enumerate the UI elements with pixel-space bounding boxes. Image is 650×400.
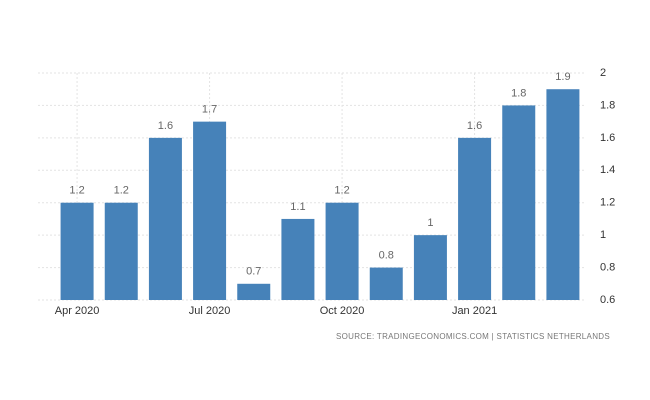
data-label: 1.2 xyxy=(334,185,349,197)
y-tick-label: 1.4 xyxy=(600,164,615,176)
y-tick-label: 1.2 xyxy=(600,197,615,209)
bar xyxy=(148,137,182,300)
y-tick-label: 0.6 xyxy=(600,294,615,306)
data-label: 1.7 xyxy=(202,104,217,116)
bar xyxy=(325,202,359,300)
y-tick-label: 2 xyxy=(600,67,606,79)
data-label: 1.6 xyxy=(467,120,482,132)
x-tick-label: Jan 2021 xyxy=(452,305,497,317)
data-label: 1.6 xyxy=(158,120,173,132)
y-tick-label: 1.8 xyxy=(600,99,615,111)
data-label: 1.2 xyxy=(69,185,84,197)
x-tick-label: Oct 2020 xyxy=(320,305,365,317)
bar xyxy=(369,267,403,300)
bar xyxy=(502,105,536,300)
data-label: 0.8 xyxy=(379,249,394,261)
bar xyxy=(60,202,94,300)
y-tick-label: 1.6 xyxy=(600,132,615,144)
data-label: 1.1 xyxy=(290,201,305,213)
bar xyxy=(281,218,315,300)
bar xyxy=(413,235,447,300)
bar xyxy=(193,121,227,301)
data-label: 0.7 xyxy=(246,266,261,278)
data-label: 1.2 xyxy=(114,185,129,197)
data-label: 1.9 xyxy=(555,71,570,83)
data-label: 1.8 xyxy=(511,87,526,99)
bar xyxy=(237,283,271,300)
data-label: 1 xyxy=(427,217,433,229)
bar xyxy=(546,89,580,300)
x-tick-label: Apr 2020 xyxy=(55,305,100,317)
bar xyxy=(458,137,492,300)
x-tick-label: Jul 2020 xyxy=(189,305,231,317)
bar xyxy=(104,202,138,300)
y-tick-label: 1 xyxy=(600,229,606,241)
source: SOURCE: TRADINGECONOMICS.COM | STATISTIC… xyxy=(336,332,610,341)
y-tick-label: 0.8 xyxy=(600,261,615,273)
